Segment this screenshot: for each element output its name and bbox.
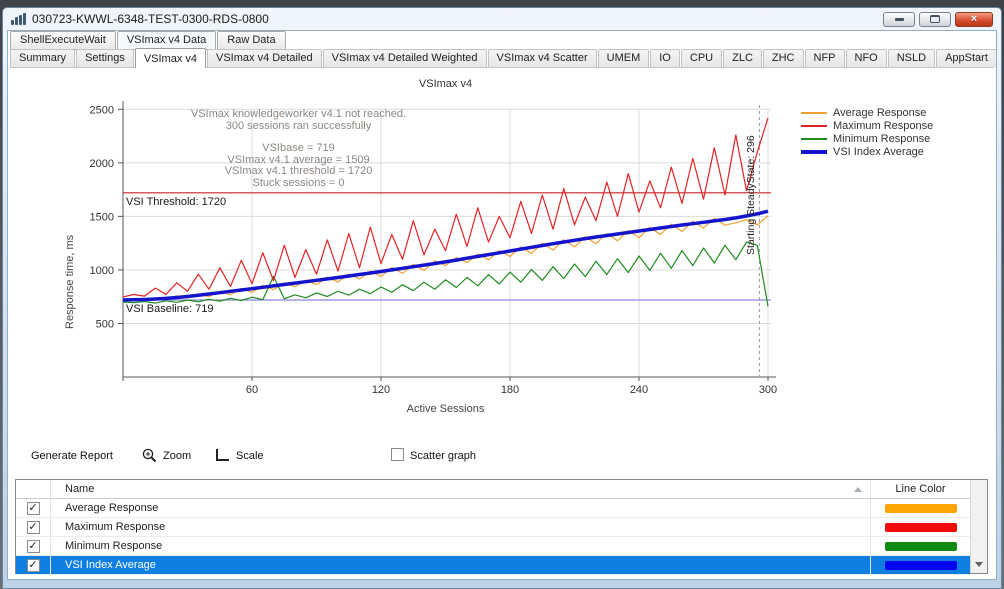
minimize-icon: [895, 18, 904, 21]
row-name: Maximum Response: [65, 521, 165, 533]
column-header-name[interactable]: Name: [50, 480, 870, 498]
line-color-swatch: [885, 542, 957, 551]
line-color-swatch: [885, 504, 957, 513]
tab-nsld[interactable]: NSLD: [888, 49, 935, 67]
annotation-line: 300 sessions ran successfully: [131, 121, 466, 133]
tab-settings[interactable]: Settings: [76, 49, 134, 67]
legend-item-average: Average Response: [801, 106, 933, 119]
legend-label: Average Response: [833, 107, 926, 119]
threshold-label: VSI Threshold: 1720: [126, 196, 226, 208]
maximize-button[interactable]: [919, 12, 951, 27]
tab-zlc[interactable]: ZLC: [723, 49, 762, 67]
svg-text:60: 60: [246, 384, 258, 396]
zoom-icon[interactable]: [141, 447, 158, 469]
chart-legend: Average Response Maximum Response Minimu…: [801, 106, 933, 158]
row-checkbox[interactable]: [27, 559, 40, 572]
tab-raw-data[interactable]: Raw Data: [217, 31, 285, 50]
legend-label: VSI Index Average: [833, 146, 924, 158]
zoom-button[interactable]: Zoom: [163, 450, 191, 462]
titlebar: 030723-KWWL-6348-TEST-0300-RDS-0800 ×: [3, 8, 1001, 30]
window-controls: ×: [883, 12, 993, 27]
x-axis-label: Active Sessions: [123, 403, 768, 415]
tab-io[interactable]: IO: [650, 49, 680, 67]
close-button[interactable]: ×: [955, 12, 993, 27]
scatter-graph-checkbox[interactable]: [391, 448, 404, 461]
row-name: Average Response: [65, 502, 158, 514]
row-name: Minimum Response: [65, 540, 162, 552]
series-table: Name Line Color Average Response: [15, 479, 988, 574]
tab-cpu[interactable]: CPU: [681, 49, 722, 67]
legend-item-vsi-index: VSI Index Average: [801, 145, 933, 158]
maximize-icon: [930, 15, 940, 23]
svg-text:500: 500: [96, 318, 114, 330]
sort-ascending-icon: [854, 487, 862, 492]
svg-text:120: 120: [372, 384, 390, 396]
minimize-button[interactable]: [883, 12, 915, 27]
scale-button[interactable]: Scale: [236, 450, 264, 462]
table-row-maximum-response[interactable]: Maximum Response: [16, 518, 970, 537]
tab-vsimax-v4-detailed[interactable]: VSImax v4 Detailed: [207, 49, 322, 67]
svg-text:180: 180: [501, 384, 519, 396]
window-title: 030723-KWWL-6348-TEST-0300-RDS-0800: [32, 12, 269, 26]
svg-text:2500: 2500: [90, 104, 114, 116]
app-window: 030723-KWWL-6348-TEST-0300-RDS-0800 × Sh…: [2, 7, 1002, 589]
baseline-label: VSI Baseline: 719: [126, 303, 213, 315]
annotation-line: VSImax knowledgeworker v4.1 not reached.: [131, 109, 466, 121]
tab-row-views: Summary Settings VSImax v4 VSImax v4 Det…: [10, 50, 994, 68]
legend-swatch-minimum: [801, 138, 827, 140]
tab-shellexecutewait[interactable]: ShellExecuteWait: [10, 31, 116, 50]
table-row-minimum-response[interactable]: Minimum Response: [16, 537, 970, 556]
scatter-graph-label: Scatter graph: [410, 450, 476, 462]
tab-summary[interactable]: Summary: [10, 49, 75, 67]
steady-state-label: Starting SteadyState: 296: [745, 135, 757, 255]
tab-zhc[interactable]: ZHC: [763, 49, 804, 67]
tab-vsimax-v4[interactable]: VSImax v4: [135, 48, 206, 68]
chart-title: VSImax v4: [123, 78, 768, 90]
legend-label: Minimum Response: [833, 133, 930, 145]
legend-swatch-maximum: [801, 125, 827, 127]
scroll-down-button[interactable]: [971, 556, 987, 573]
svg-text:240: 240: [630, 384, 648, 396]
line-color-swatch: [885, 561, 957, 570]
chart-annotation: VSImax knowledgeworker v4.1 not reached.…: [131, 109, 466, 189]
tab-nfp[interactable]: NFP: [805, 49, 845, 67]
svg-text:1500: 1500: [90, 211, 114, 223]
row-name: VSI Index Average: [65, 559, 156, 571]
table-row-average-response[interactable]: Average Response: [16, 499, 970, 518]
annotation-line: Stuck sessions = 0: [131, 178, 466, 190]
row-checkbox[interactable]: [27, 521, 40, 534]
tab-appstart[interactable]: AppStart: [936, 49, 997, 67]
row-checkbox[interactable]: [27, 540, 40, 553]
tab-vsimax-v4-detailed-weighted[interactable]: VSImax v4 Detailed Weighted: [323, 49, 487, 67]
table-header: Name Line Color: [16, 480, 970, 499]
scroll-up-button[interactable]: [971, 480, 987, 497]
scroll-down-icon: [975, 562, 983, 567]
row-checkbox[interactable]: [27, 502, 40, 515]
tab-vsimax-v4-scatter[interactable]: VSImax v4 Scatter: [488, 49, 597, 67]
close-icon: ×: [971, 14, 977, 25]
column-header-line-color[interactable]: Line Color: [870, 480, 970, 498]
annotation-line: VSImax v4.1 threshold = 1720: [131, 166, 466, 178]
tab-umem[interactable]: UMEM: [598, 49, 650, 67]
client-area: ShellExecuteWait VSImax v4 Data Raw Data…: [7, 30, 997, 580]
table-scrollbar[interactable]: [970, 480, 987, 573]
line-color-swatch: [885, 523, 957, 532]
legend-item-maximum: Maximum Response: [801, 119, 933, 132]
legend-label: Maximum Response: [833, 120, 933, 132]
generate-report-button[interactable]: Generate Report: [31, 450, 113, 462]
scale-icon[interactable]: [216, 449, 229, 461]
legend-swatch-average: [801, 112, 827, 114]
svg-text:2000: 2000: [90, 158, 114, 170]
legend-swatch-vsi-index: [801, 150, 827, 154]
svg-text:300: 300: [759, 384, 777, 396]
y-axis-label: Response time, ms: [64, 235, 76, 329]
screen: 030723-KWWL-6348-TEST-0300-RDS-0800 × Sh…: [0, 0, 1004, 589]
table-row-vsi-index-average[interactable]: VSI Index Average: [16, 556, 970, 575]
tab-nfo[interactable]: NFO: [846, 49, 887, 67]
annotation-line: VSIbase = 719: [131, 143, 466, 155]
legend-item-minimum: Minimum Response: [801, 132, 933, 145]
svg-text:1000: 1000: [90, 265, 114, 277]
app-icon: [11, 13, 27, 25]
